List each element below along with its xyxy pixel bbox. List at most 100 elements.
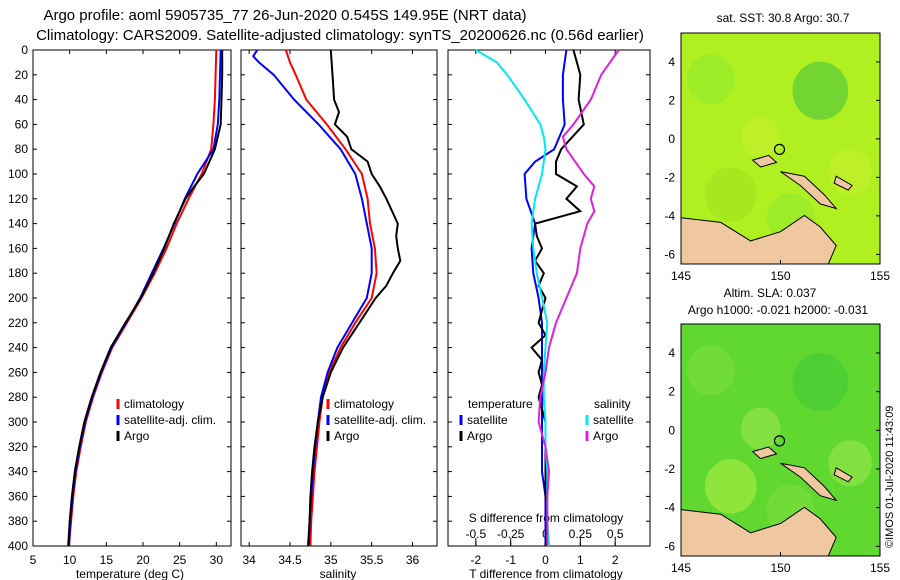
sla-map-profile-marker <box>773 435 786 447</box>
depth-tick-label: 220 <box>8 316 28 330</box>
series-line-argo <box>307 49 402 547</box>
sla-map-x-tick-label: 155 <box>870 561 890 575</box>
depth-tick-label: 40 <box>15 93 29 107</box>
x-tick-label: 0 <box>542 553 549 567</box>
temperature-plot-frame <box>32 49 232 547</box>
difference-legend-label: Argo <box>467 429 493 443</box>
temperature-legend-label: climatology <box>124 397 184 411</box>
sst-map-x-tick-label: 150 <box>770 269 790 283</box>
temperature-legend-label: satellite-adj. clim. <box>124 413 216 427</box>
sst-map-x-tick-label: 145 <box>671 269 691 283</box>
salinity-plot-frame <box>240 49 438 547</box>
x-tick-label: 35.5 <box>360 553 384 567</box>
sst-map-y-tick-label: -2 <box>664 170 675 184</box>
series-line-climatology <box>67 49 218 547</box>
sla-map-y-tick-label: 4 <box>668 346 675 360</box>
sst-map-field-blob <box>792 61 849 120</box>
sla-map-land <box>680 506 837 557</box>
difference-legend-label: Argo <box>593 429 619 443</box>
salinity-legend-label: climatology <box>334 397 394 411</box>
series-line-argo <box>67 50 224 547</box>
s-difference-tick-label: 0.5 <box>607 527 624 541</box>
sla-map-land <box>833 467 853 483</box>
sst-map-x-tick-label: 155 <box>870 269 890 283</box>
series-line-salinity-argo <box>537 49 620 546</box>
series-line-temperature-satellite <box>523 49 568 546</box>
sla-map-title-line-2: Argo h1000: -0.021 h2000: -0.031 <box>688 303 868 317</box>
difference-xlabel: T difference from climatology <box>469 567 623 580</box>
difference-legend-group: salinity <box>594 397 631 411</box>
depth-tick-label: 160 <box>8 241 28 255</box>
difference-legend-label: satellite <box>593 413 634 427</box>
sst-map-title: sat. SST: 30.8 Argo: 30.7 <box>717 11 850 25</box>
depth-tick-label: 60 <box>15 117 29 131</box>
imos-watermark: ©IMOS 01-Jul-2020 11:43:09 <box>884 406 896 548</box>
x-tick-label: 30 <box>210 553 224 567</box>
depth-tick-label: 140 <box>8 217 28 231</box>
sst-map-y-tick-label: 0 <box>668 132 675 146</box>
salinity-xlabel: salinity <box>320 567 357 580</box>
sla-map-land <box>751 446 778 460</box>
x-tick-label: 10 <box>63 553 77 567</box>
series-line-climatology <box>284 49 378 547</box>
s-difference-tick-label: -0.25 <box>497 527 525 541</box>
depth-tick-label: 320 <box>8 440 28 454</box>
x-tick-label: 2 <box>612 553 619 567</box>
x-tick-label: 1 <box>577 553 584 567</box>
x-tick-label: 34 <box>242 553 256 567</box>
sla-map-x-tick-label: 145 <box>671 561 691 575</box>
s-difference-tick-label: 0.25 <box>569 527 593 541</box>
sla-map-title-line-1: Altim. SLA: 0.037 <box>724 286 817 300</box>
depth-tick-label: 260 <box>8 365 28 379</box>
temperature-xlabel: temperature (deg C) <box>76 567 184 580</box>
sla-map-panel: 145 150 155 4 2 0 -2 -4 -6 <box>664 323 890 575</box>
salinity-legend-label: satellite-adj. clim. <box>334 413 426 427</box>
sst-map-y-tick-label: -4 <box>664 209 675 223</box>
s-difference-tick-label: -0.5 <box>466 527 487 541</box>
salinity-legend-label: Argo <box>334 429 360 443</box>
depth-tick-label: 80 <box>15 142 29 156</box>
sla-map-field-blob <box>686 345 735 396</box>
depth-tick-label: 380 <box>8 514 28 528</box>
difference-legend-label: satellite <box>467 413 508 427</box>
legends: climatology satellite-adj. clim. Argo clima… <box>116 397 634 443</box>
depth-tick-label: 300 <box>8 415 28 429</box>
x-tick-label: 15 <box>100 553 114 567</box>
sst-map-y-tick-label: -6 <box>664 247 675 261</box>
x-tick-label: 36 <box>406 553 420 567</box>
title-line-2: Climatology: CARS2009. Satellite-adjuste… <box>36 27 644 44</box>
sst-map-land <box>833 175 853 191</box>
sla-map-y-tick-label: -6 <box>664 539 675 553</box>
x-tick-label: 34.5 <box>278 553 302 567</box>
depth-tick-label: 240 <box>8 341 28 355</box>
x-tick-label: 35 <box>324 553 338 567</box>
sla-map-y-tick-label: -4 <box>664 501 675 515</box>
sst-map-y-tick-label: 2 <box>668 93 675 107</box>
sst-map-field-blob <box>740 116 781 158</box>
depth-tick-label: 400 <box>8 539 28 553</box>
depth-tick-label: 0 <box>21 43 28 57</box>
series-line-satellite-adj-clim- <box>67 49 222 547</box>
depth-tick-label: 180 <box>8 266 28 280</box>
sst-map-y-tick-label: 4 <box>668 55 675 69</box>
sst-map-profile-marker <box>773 143 786 155</box>
x-tick-label: 25 <box>173 553 187 567</box>
maps: 145 150 155 4 2 0 -2 -4 -6 145 150 155 4 2 0 -2 -4 -6 <box>664 32 890 575</box>
sst-map-field-blob <box>704 167 757 222</box>
sla-map-field-blob <box>704 459 757 514</box>
x-tick-label: 20 <box>136 553 150 567</box>
depth-tick-label: 360 <box>8 489 28 503</box>
x-tick-label: -1 <box>505 553 516 567</box>
depth-tick-label: 20 <box>15 68 29 82</box>
sla-map-x-tick-label: 150 <box>770 561 790 575</box>
sst-map-land <box>751 154 778 168</box>
difference-legend-group: temperature <box>468 397 533 411</box>
sla-map-field-blob <box>740 407 781 450</box>
x-tick-label: 5 <box>30 553 37 567</box>
x-tick-label: -2 <box>471 553 482 567</box>
sla-map-y-tick-label: 2 <box>668 385 675 399</box>
axis-ticks: 0204060801001201401601802002202402602803… <box>8 43 650 567</box>
depth-tick-label: 100 <box>8 167 28 181</box>
sst-map-panel: 145 150 155 4 2 0 -2 -4 -6 <box>664 32 890 283</box>
